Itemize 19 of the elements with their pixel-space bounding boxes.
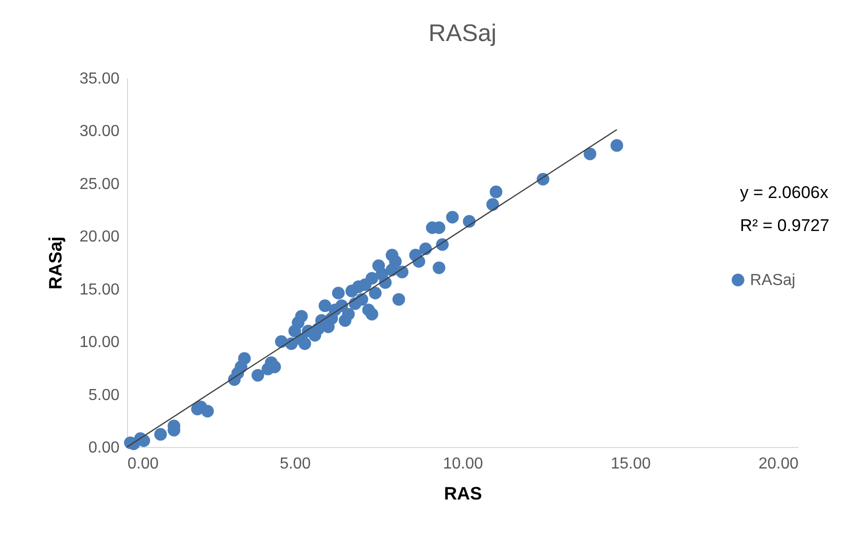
- y-tick-label: 5.00: [88, 386, 120, 404]
- y-tick-label: 15.00: [79, 281, 120, 298]
- annotation: R² = 0.9727: [740, 216, 830, 235]
- x-tick-label: 15.00: [610, 456, 651, 472]
- y-tick-label: 35.00: [79, 70, 120, 88]
- legend-label: RASaj: [750, 272, 796, 289]
- y-tick-label: 20.00: [79, 228, 120, 246]
- y-tick-label: 0.00: [88, 440, 120, 456]
- x-tick-label: 0.00: [128, 456, 159, 472]
- x-tick-label: 10.00: [442, 456, 484, 472]
- x-axis-title: RAS: [444, 484, 482, 504]
- annotation: y = 2.0606x: [740, 183, 829, 202]
- y-tick-label: 30.00: [79, 123, 120, 140]
- x-tick-label: 20.00: [758, 456, 799, 472]
- chart-title: RASaj: [428, 20, 497, 47]
- y-tick-label: 25.00: [79, 176, 120, 193]
- x-tick-label: 5.00: [280, 456, 311, 472]
- y-tick-label: 10.00: [79, 334, 120, 352]
- y-axis-title: RASaj: [45, 236, 66, 290]
